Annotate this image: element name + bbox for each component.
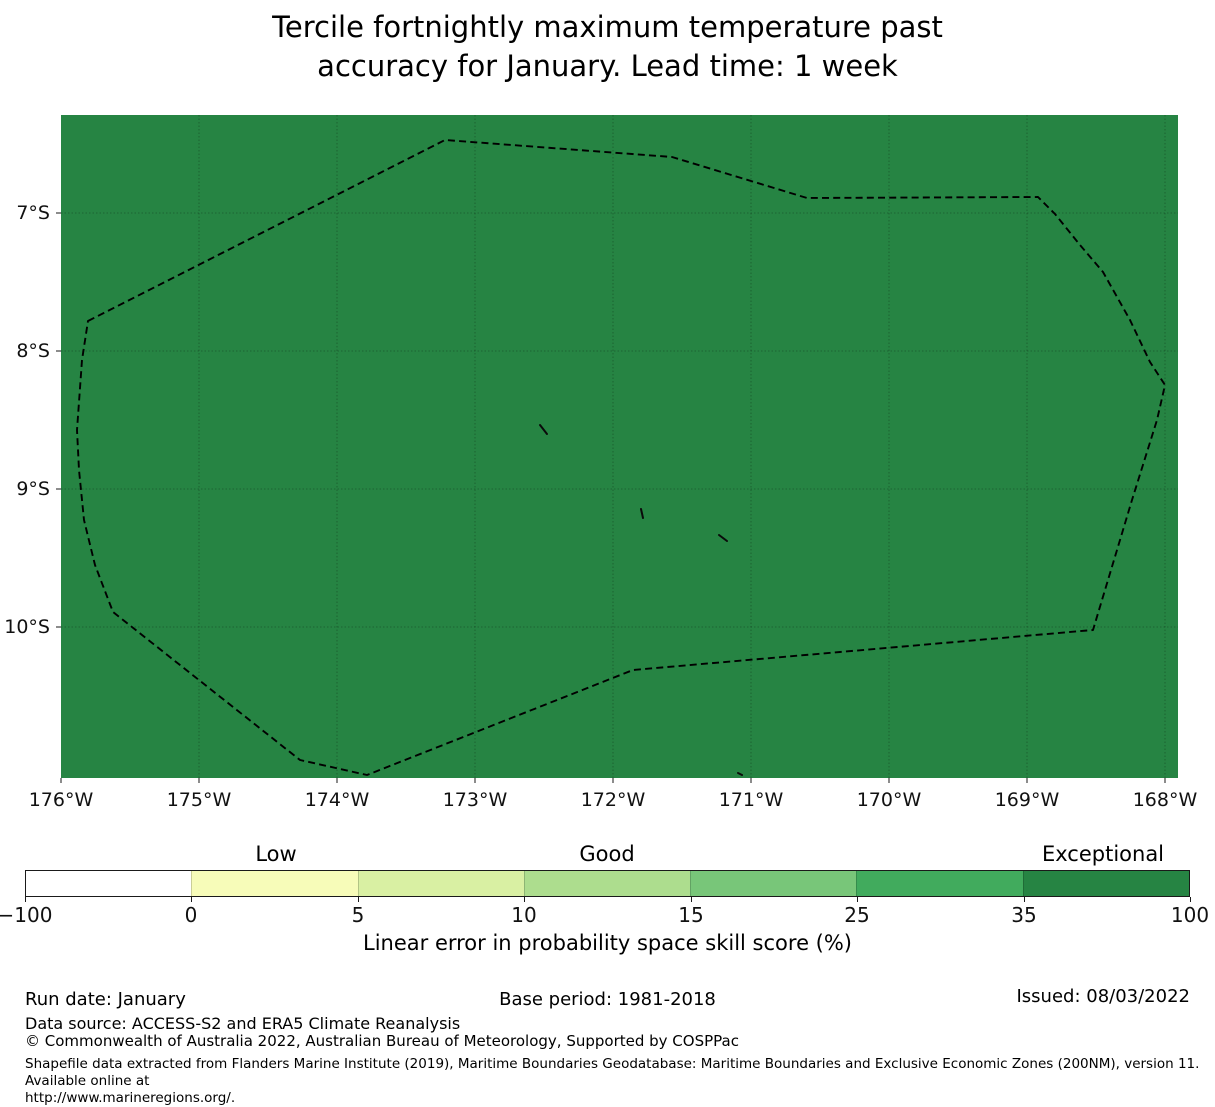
y-tick-label: 10°S	[4, 616, 50, 638]
colorbar-segment-25-35	[856, 871, 1023, 896]
colorbar-tick-label: 15	[678, 903, 704, 927]
colorbar-tick-label: 100	[1170, 903, 1210, 927]
colorbar-tickmark	[25, 897, 26, 902]
x-tick-label: 169°W	[994, 789, 1060, 811]
issued-date-text: Issued: 08/03/2022	[1016, 986, 1190, 1007]
x-tick-label: 174°W	[304, 789, 370, 811]
chart-title-line1: Tercile fortnightly maximum temperature …	[272, 10, 943, 44]
colorbar-segment-neg100-0	[26, 871, 192, 896]
x-tick-label: 176°W	[28, 789, 94, 811]
x-tick-label: 175°W	[166, 789, 232, 811]
colorbar-segment-35-100	[1022, 871, 1189, 896]
y-tick-label: 7°S	[16, 202, 50, 224]
shapefile-attribution-line1: Shapefile data extracted from Flanders M…	[25, 1056, 1200, 1089]
colorbar-tick-label: 0	[184, 903, 198, 927]
colorbar-tickmark	[1190, 897, 1191, 902]
colorbar-axis-label: Linear error in probability space skill …	[363, 931, 852, 955]
y-tick-label: 8°S	[16, 340, 50, 362]
colorbar-tickmark	[1024, 897, 1025, 902]
y-tick-label: 9°S	[16, 478, 50, 500]
colorbar-label-good: Good	[579, 842, 635, 866]
colorbar-tickmark	[691, 897, 692, 902]
island-mark	[539, 424, 548, 435]
x-tick-label: 173°W	[442, 789, 508, 811]
data-source-text: Data source: ACCESS-S2 and ERA5 Climate …	[25, 1014, 461, 1033]
chart-title: Tercile fortnightly maximum temperature …	[0, 8, 1215, 86]
colorbar-tick-label: −100	[0, 903, 53, 927]
chart-title-line2: accuracy for January. Lead time: 1 week	[317, 49, 898, 83]
axis-tick-marks	[56, 212, 1166, 783]
eez-dashed-boundary	[76, 139, 1166, 776]
colorbar-tick-label: 10	[511, 903, 537, 927]
colorbar-tickmark	[191, 897, 192, 902]
colorbar-segment-10-15	[523, 871, 691, 896]
shapefile-attribution: Shapefile data extracted from Flanders M…	[25, 1056, 1215, 1107]
colorbar-label-low: Low	[255, 842, 297, 866]
island-mark	[737, 772, 743, 776]
x-tick-label: 172°W	[580, 789, 646, 811]
run-date-text: Run date: January	[25, 989, 186, 1010]
island-mark	[718, 534, 728, 542]
colorbar-tick-label: 5	[351, 903, 365, 927]
colorbar-tickmark	[857, 897, 858, 902]
base-period-text: Base period: 1981-2018	[499, 989, 716, 1010]
colorbar-segment-5-10	[357, 871, 524, 896]
colorbar-tick-label: 35	[1011, 903, 1037, 927]
shapefile-attribution-line2: http://www.marineregions.org/.	[25, 1090, 236, 1106]
map-overlay-svg	[56, 115, 1178, 783]
map-area	[61, 115, 1178, 778]
copyright-text: © Commonwealth of Australia 2022, Austra…	[25, 1032, 739, 1050]
colorbar-segment-15-25	[690, 871, 857, 896]
colorbar-segment-0-5	[191, 871, 358, 896]
colorbar-tick-label: 25	[844, 903, 870, 927]
x-tick-label: 168°W	[1132, 789, 1198, 811]
island-marks	[539, 424, 743, 776]
x-tick-label: 171°W	[718, 789, 784, 811]
x-tick-label: 170°W	[856, 789, 922, 811]
colorbar-label-exceptional: Exceptional	[1041, 842, 1165, 866]
colorbar	[25, 870, 1190, 897]
gridlines	[61, 115, 1178, 778]
island-mark	[640, 508, 644, 519]
colorbar-tickmark	[358, 897, 359, 902]
colorbar-tickmark	[524, 897, 525, 902]
